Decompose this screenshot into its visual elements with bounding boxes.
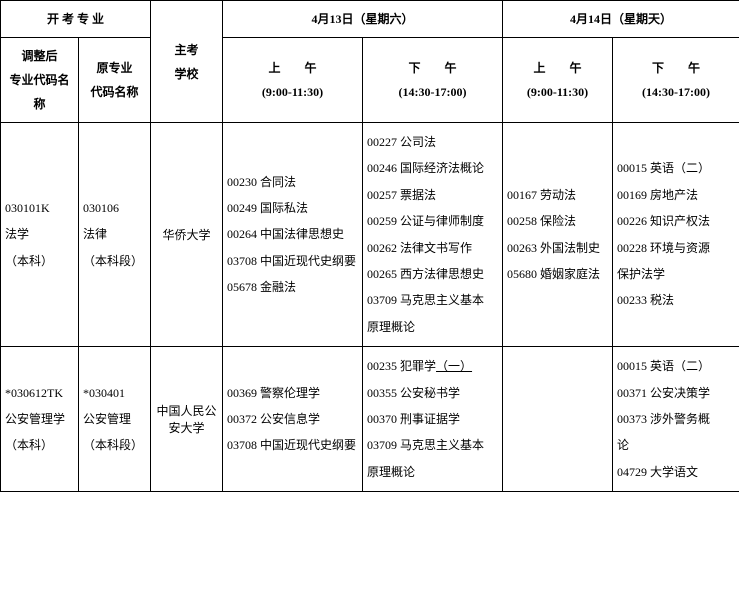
header-day2: 4月14日（星期天） (503, 1, 739, 38)
course-line: 00373 涉外警务概 (617, 406, 735, 432)
orig-major-cell: 030106法律（本科段） (79, 123, 151, 347)
course-line: 论 (617, 432, 735, 458)
course-line: 04729 大学语文 (617, 459, 735, 485)
course-line: 00264 中国法律思想史 (227, 221, 358, 247)
orig-major-cell: *030401公安管理（本科段） (79, 347, 151, 492)
header-host-school: 主考 学校 (151, 1, 223, 123)
course-line: 03708 中国近现代史纲要 (227, 432, 358, 458)
course-line: 00015 英语（二） (617, 155, 735, 181)
course-line: 00015 英语（二） (617, 353, 735, 379)
header-day2-pm: 下 午 (14:30-17:00) (613, 38, 739, 123)
course-line: 00371 公安决策学 (617, 380, 735, 406)
course-line: 00169 房地产法 (617, 182, 735, 208)
course-line: 原理概论 (367, 459, 498, 485)
course-line: 00370 刑事证据学 (367, 406, 498, 432)
course-line: 03709 马克思主义基本 (367, 432, 498, 458)
day1-pm-cell: 00227 公司法00246 国际经济法概论00257 票据法00259 公证与… (363, 123, 503, 347)
header-day1: 4月13日（星期六） (223, 1, 503, 38)
host-school-cell: 华侨大学 (151, 123, 223, 347)
host-school-cell: 中国人民公安大学 (151, 347, 223, 492)
course-line: 00257 票据法 (367, 182, 498, 208)
course-line: 00167 劳动法 (507, 182, 608, 208)
course-line: 00355 公安秘书学 (367, 380, 498, 406)
course-line: 00265 西方法律思想史 (367, 261, 498, 287)
course-line: 05678 金融法 (227, 274, 358, 300)
course-line: 03708 中国近现代史纲要 (227, 248, 358, 274)
table-row: *030612TK公安管理学（本科）*030401公安管理（本科段）中国人民公安… (1, 347, 739, 492)
course-line: 00263 外国法制史 (507, 235, 608, 261)
adjusted-major-cell: 030101K法学（本科） (1, 123, 79, 347)
header-day1-pm: 下 午 (14:30-17:00) (363, 38, 503, 123)
course-line: 00249 国际私法 (227, 195, 358, 221)
course-line: 00228 环境与资源 (617, 235, 735, 261)
day1-am-cell: 00369 警察伦理学00372 公安信息学03708 中国近现代史纲要 (223, 347, 363, 492)
course-line: 05680 婚姻家庭法 (507, 261, 608, 287)
header-day2-am: 上 午 (9:00-11:30) (503, 38, 613, 123)
course-line: 00369 警察伦理学 (227, 380, 358, 406)
day2-am-cell: 00167 劳动法00258 保险法00263 外国法制史05680 婚姻家庭法 (503, 123, 613, 347)
course-line: 原理概论 (367, 314, 498, 340)
major-line: （本科） (5, 248, 74, 274)
day1-pm-cell: 00235 犯罪学（一）00355 公安秘书学00370 刑事证据学03709 … (363, 347, 503, 492)
major-line: *030401 (83, 380, 146, 406)
major-line: 030101K (5, 195, 74, 221)
header-adjusted-major: 调整后 专业代码名称 (1, 38, 79, 123)
course-line: 保护法学 (617, 261, 735, 287)
adjusted-major-cell: *030612TK公安管理学（本科） (1, 347, 79, 492)
table-row: 030101K法学（本科）030106法律（本科段）华侨大学00230 合同法0… (1, 123, 739, 347)
major-line: （本科段） (83, 248, 146, 274)
major-line: （本科段） (83, 432, 146, 458)
day2-am-cell (503, 347, 613, 492)
major-line: （本科） (5, 432, 74, 458)
major-line: 法学 (5, 221, 74, 247)
course-line: 00258 保险法 (507, 208, 608, 234)
major-line: 公安管理 (83, 406, 146, 432)
major-line: *030612TK (5, 380, 74, 406)
header-orig-major: 原专业 代码名称 (79, 38, 151, 123)
course-line: 00235 犯罪学（一） (367, 353, 498, 379)
day1-am-cell: 00230 合同法00249 国际私法00264 中国法律思想史03708 中国… (223, 123, 363, 347)
header-open-major: 开 考 专 业 (1, 1, 151, 38)
course-line: 00230 合同法 (227, 169, 358, 195)
exam-schedule-table: 开 考 专 业 主考 学校 4月13日（星期六） 4月14日（星期天） 调整后 … (0, 0, 739, 492)
header-day1-am: 上 午 (9:00-11:30) (223, 38, 363, 123)
course-line: 00246 国际经济法概论 (367, 155, 498, 181)
table-body: 030101K法学（本科）030106法律（本科段）华侨大学00230 合同法0… (1, 123, 739, 492)
day2-pm-cell: 00015 英语（二）00371 公安决策学00373 涉外警务概论04729 … (613, 347, 739, 492)
major-line: 公安管理学 (5, 406, 74, 432)
course-line: 00372 公安信息学 (227, 406, 358, 432)
day2-pm-cell: 00015 英语（二）00169 房地产法00226 知识产权法00228 环境… (613, 123, 739, 347)
major-line: 法律 (83, 221, 146, 247)
course-line: 00227 公司法 (367, 129, 498, 155)
course-line: 03709 马克思主义基本 (367, 287, 498, 313)
course-line: 00233 税法 (617, 287, 735, 313)
course-line: 00262 法律文书写作 (367, 235, 498, 261)
course-line: 00259 公证与律师制度 (367, 208, 498, 234)
course-line: 00226 知识产权法 (617, 208, 735, 234)
major-line: 030106 (83, 195, 146, 221)
